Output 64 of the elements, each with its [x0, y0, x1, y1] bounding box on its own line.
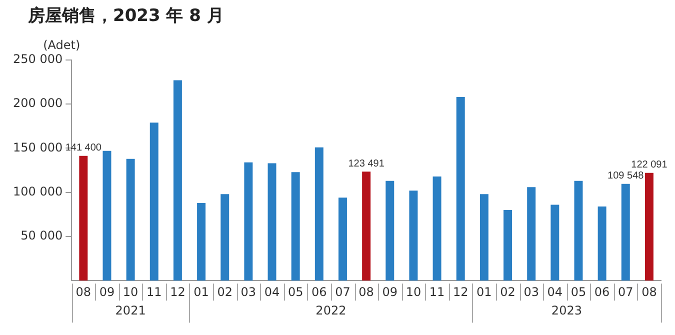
text: 2021: [115, 304, 146, 318]
text: 2023: [551, 304, 582, 318]
bar: [79, 156, 88, 281]
x-tick-label: 03: [240, 284, 256, 299]
bar: [362, 172, 371, 281]
data-label: 141 400: [65, 142, 102, 154]
bar: [504, 210, 512, 281]
bar: [150, 122, 158, 281]
y-tick-label: 200 000: [13, 96, 63, 110]
data-label: 123 491: [348, 158, 385, 170]
bar: [386, 180, 394, 281]
bar: [173, 80, 182, 281]
x-tick-label: 04: [264, 284, 280, 299]
y-tick-label: 50 000: [20, 228, 63, 243]
bar: [102, 150, 112, 281]
x-tick-label: 08: [358, 284, 374, 299]
x-tick-label: 10: [406, 284, 422, 299]
x-tick-label: 09: [99, 284, 115, 299]
x-tick-label: 02: [500, 284, 516, 299]
y-tick-label: 100 000: [13, 184, 63, 198]
text: 2022: [316, 304, 346, 318]
bar: [432, 176, 442, 281]
x-tick-label: 03: [524, 284, 539, 299]
x-tick-label: 06: [312, 284, 327, 299]
bar: [338, 198, 347, 281]
y-tick-label: 150 000: [13, 140, 63, 154]
bar: [550, 204, 560, 281]
x-tick-label: 09: [382, 284, 398, 299]
x-tick-label: 08: [76, 284, 92, 299]
x-tick-label: 08: [642, 284, 657, 299]
bar: [621, 184, 630, 281]
bar: [197, 202, 206, 281]
x-tick-label: 05: [570, 284, 586, 299]
bar: [480, 194, 488, 281]
x-tick-label: 01: [476, 284, 492, 299]
x-tick-label: 11: [429, 284, 445, 299]
y-tick-label: 250 000: [13, 52, 63, 66]
x-tick-label: 06: [594, 284, 610, 299]
bar: [244, 162, 253, 281]
data-label: 109 548: [608, 170, 644, 182]
bar: [314, 147, 324, 281]
chart-title: 房屋销售，2023 年 8 月: [28, 5, 224, 27]
data-label: 122 091: [631, 160, 668, 171]
bar: [268, 163, 276, 281]
bar: [598, 206, 606, 281]
x-tick-label: 02: [217, 284, 232, 299]
x-tick-label: 01: [194, 284, 209, 299]
bar: [527, 187, 536, 281]
bar: [456, 97, 465, 281]
x-tick-label: 07: [618, 284, 634, 299]
bar: [126, 158, 135, 281]
x-tick-label: 12: [170, 284, 186, 299]
bar: [220, 194, 230, 281]
y-axis-title: (Adet): [43, 38, 80, 52]
x-tick-label: 04: [547, 284, 563, 299]
bar: [644, 172, 654, 281]
bar: [409, 190, 418, 281]
x-tick-label: 12: [452, 284, 468, 299]
x-tick-label: 07: [335, 284, 350, 299]
x-tick-label: 10: [122, 284, 138, 299]
bar: [574, 180, 583, 281]
x-tick-label: 11: [146, 284, 162, 299]
bar: [291, 172, 300, 281]
x-tick-label: 05: [288, 284, 304, 299]
